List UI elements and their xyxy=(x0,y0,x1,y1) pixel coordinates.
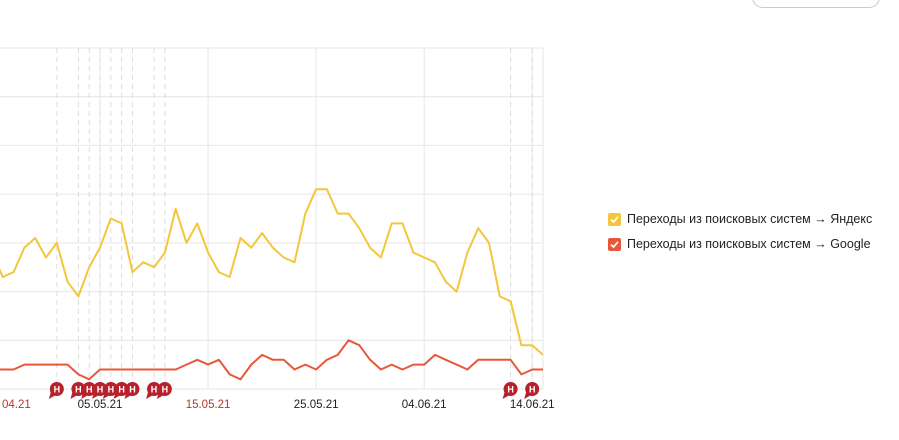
marker-circle xyxy=(103,382,118,396)
marker-tail xyxy=(48,392,56,399)
marker-circle xyxy=(82,382,97,396)
x-tick-label: 05.05.21 xyxy=(78,399,123,411)
x-tick-label: 15.05.21 xyxy=(186,399,231,411)
marker-circle xyxy=(125,382,140,396)
holiday-marker[interactable]: Н xyxy=(502,382,518,399)
x-tick-label: 14.06.21 xyxy=(510,399,555,411)
marker-tail xyxy=(524,392,532,399)
holiday-marker[interactable]: Н xyxy=(81,382,97,399)
series-layer xyxy=(0,188,544,381)
marker-tail xyxy=(156,392,164,399)
series-line-google xyxy=(0,339,543,381)
legend-item-google[interactable]: Переходы из поисковых систем → Google xyxy=(608,235,872,253)
legend-checkbox-google[interactable] xyxy=(608,237,621,251)
legend-label-yandex: Переходы из поисковых систем → Яндекс xyxy=(627,212,873,226)
holiday-marker[interactable]: Н xyxy=(124,382,140,399)
holiday-marker[interactable]: Н xyxy=(156,382,172,399)
top-button[interactable] xyxy=(752,0,880,8)
chart-grid xyxy=(0,47,544,390)
check-icon xyxy=(610,215,619,223)
marker-label: Н xyxy=(151,385,158,395)
series-line-yandex xyxy=(0,188,544,356)
holiday-marker[interactable]: Н xyxy=(92,382,108,399)
marker-tail xyxy=(502,392,510,399)
holiday-marker[interactable]: Н xyxy=(102,382,118,399)
x-tick-label: 04.21 xyxy=(2,399,31,411)
marker-label: Н xyxy=(54,385,61,395)
x-tick-label: 25.05.21 xyxy=(294,399,339,411)
marker-tail xyxy=(146,392,154,399)
marker-label: Н xyxy=(75,385,82,395)
marker-label: Н xyxy=(118,385,125,395)
marker-circle xyxy=(93,382,108,396)
holiday-marker[interactable]: Н xyxy=(146,382,162,399)
legend: Переходы из поисковых систем → Яндекс Пе… xyxy=(608,210,872,260)
x-axis-ticks: 04.21 05.05.21 15.05.21 25.05.21 04.06.21 14.… xyxy=(2,399,555,411)
holiday-marker[interactable]: Н xyxy=(524,382,540,399)
holiday-marker[interactable]: Н xyxy=(48,382,64,399)
marker-label: Н xyxy=(529,385,536,395)
marker-tail xyxy=(81,392,89,399)
marker-tail xyxy=(113,392,121,399)
marker-circle xyxy=(157,382,172,396)
holiday-marker[interactable]: Н xyxy=(70,382,86,399)
marker-label: Н xyxy=(162,385,169,395)
event-lines xyxy=(56,48,533,389)
marker-tail xyxy=(124,392,132,399)
marker-tail xyxy=(70,392,78,399)
marker-label: Н xyxy=(507,385,514,395)
marker-circle xyxy=(49,382,64,396)
holiday-marker[interactable]: Н xyxy=(113,382,129,399)
marker-circle xyxy=(503,382,518,396)
legend-checkbox-yandex[interactable] xyxy=(608,212,621,226)
marker-circle xyxy=(147,382,162,396)
marker-circle xyxy=(525,382,540,396)
check-icon xyxy=(610,240,619,248)
marker-label: Н xyxy=(86,385,93,395)
x-tick-label: 04.06.21 xyxy=(402,399,447,411)
legend-item-yandex[interactable]: Переходы из поисковых систем → Яндекс xyxy=(608,210,872,228)
marker-label: Н xyxy=(97,385,104,395)
marker-tail xyxy=(102,392,110,399)
marker-circle xyxy=(71,382,86,396)
legend-label-google: Переходы из поисковых систем → Google xyxy=(627,237,871,251)
marker-label: Н xyxy=(108,385,115,395)
marker-tail xyxy=(92,392,100,399)
marker-circle xyxy=(114,382,129,396)
marker-label: Н xyxy=(129,385,136,395)
